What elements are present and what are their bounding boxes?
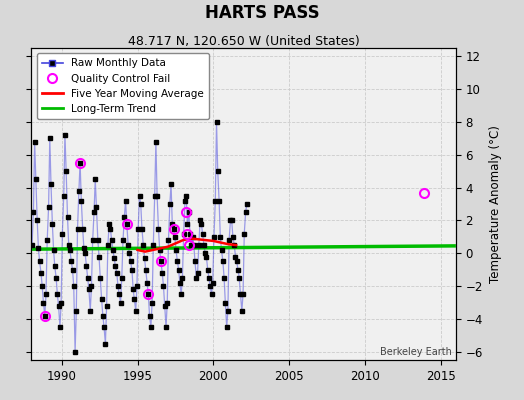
Text: HARTS PASS: HARTS PASS (205, 4, 319, 22)
Legend: Raw Monthly Data, Quality Control Fail, Five Year Moving Average, Long-Term Tren: Raw Monthly Data, Quality Control Fail, … (37, 53, 209, 119)
Title: 48.717 N, 120.650 W (United States): 48.717 N, 120.650 W (United States) (128, 35, 359, 48)
Text: Berkeley Earth: Berkeley Earth (380, 347, 452, 357)
Y-axis label: Temperature Anomaly (°C): Temperature Anomaly (°C) (488, 125, 501, 283)
